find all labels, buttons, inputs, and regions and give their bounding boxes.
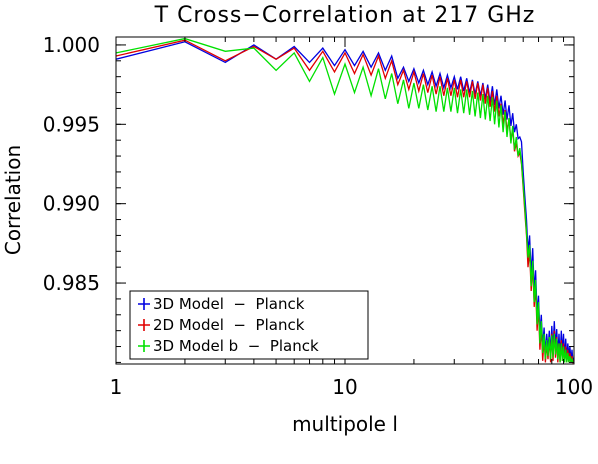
legend-box — [129, 290, 369, 360]
y-tick-label: 1.000 — [43, 33, 100, 57]
tick-layer: 1 10 100 0.985 0.990 0.995 1.000 — [43, 33, 593, 399]
y-tick-label: 0.990 — [43, 192, 100, 216]
x-tick-label: 100 — [555, 375, 593, 399]
legend: 3D Model − Planck 2D Model − Planck 3D Mod… — [129, 290, 369, 360]
legend-label-3: 3D Model b − Planck — [153, 337, 319, 355]
series-layer — [116, 37, 574, 364]
legend-marker-3 — [138, 340, 150, 352]
y-axis-label: Correlation — [1, 145, 25, 255]
y-tick-label: 0.995 — [43, 112, 100, 136]
legend-label-1: 3D Model − Planck — [153, 295, 305, 313]
legend-label-2: 2D Model − Planck — [153, 316, 305, 334]
x-tick-label: 10 — [332, 375, 357, 399]
x-tick-label: 1 — [110, 375, 123, 399]
legend-marker-1 — [138, 298, 150, 310]
y-tick-label: 0.985 — [43, 271, 100, 295]
series-line-3 — [116, 37, 574, 364]
legend-marker-2 — [138, 319, 150, 331]
chart-title: T Cross−Correlation at 217 GHz — [154, 3, 536, 28]
x-axis-label: multipole l — [292, 412, 398, 436]
